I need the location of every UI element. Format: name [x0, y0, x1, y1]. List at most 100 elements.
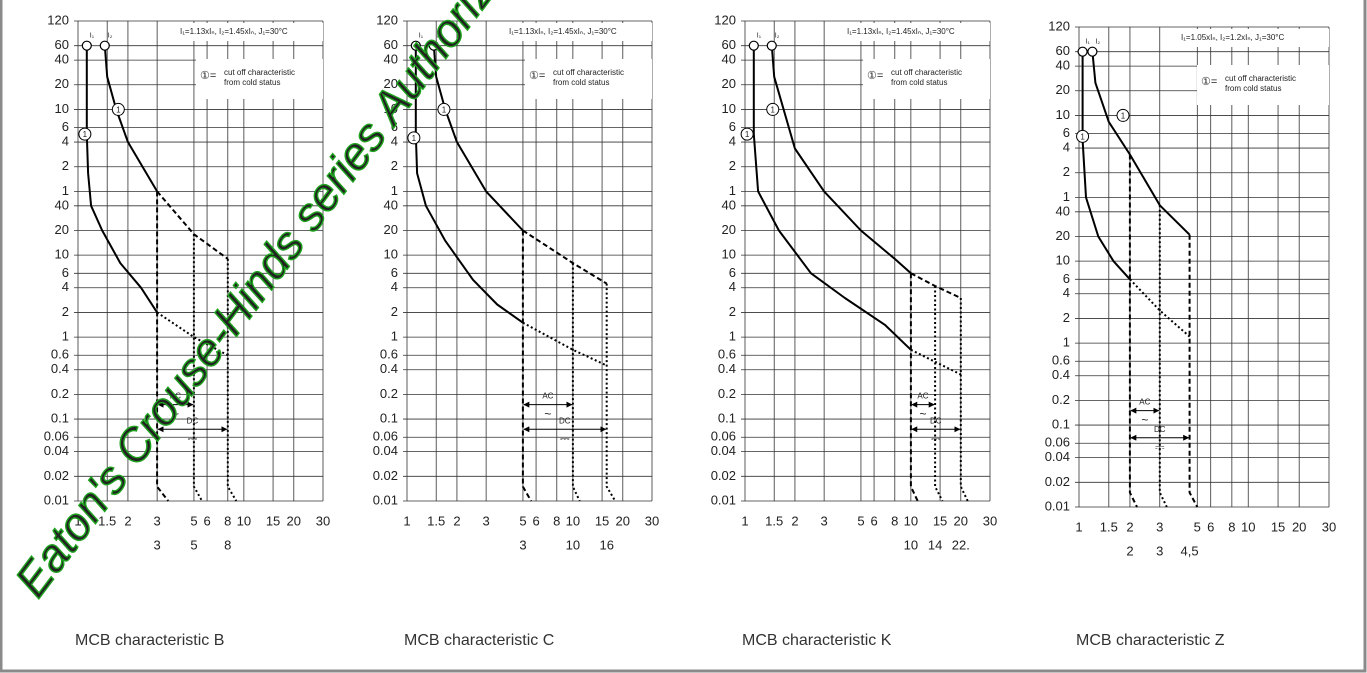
x-tick-label: 30 — [983, 513, 997, 528]
curve — [1158, 205, 1168, 508]
y-tick-label: 20 — [384, 222, 398, 237]
x-tick-label: 5 — [519, 513, 526, 528]
ac-label: AC — [917, 392, 928, 401]
x-tick-label: 20 — [954, 513, 968, 528]
limit-label: 22. — [952, 537, 970, 552]
y-tick-label: 40 — [384, 197, 398, 212]
x-tick-label: 2 — [791, 513, 798, 528]
cold-marker — [740, 127, 754, 141]
curve — [1128, 154, 1138, 508]
cold-marker-label: 1 — [412, 134, 417, 143]
y-tick-label: 4 — [62, 279, 69, 294]
legend-box — [863, 59, 990, 99]
y-tick-label: 120 — [47, 12, 69, 27]
limit-label: 10 — [904, 537, 918, 552]
y-tick-label: 10 — [722, 247, 736, 262]
y-tick-label: 0.1 — [1052, 416, 1070, 431]
limit-label: 10 — [566, 537, 580, 552]
y-tick-label: 0.1 — [718, 410, 736, 425]
x-tick-label: 5 — [190, 513, 197, 528]
legend-box — [1197, 65, 1329, 105]
x-tick-label: 15 — [933, 513, 947, 528]
y-tick-label: 6 — [1063, 125, 1070, 140]
y-tick-label: 0.04 — [1045, 449, 1070, 464]
y-tick-label: 0.4 — [380, 361, 398, 376]
limit-label: 4,5 — [1181, 543, 1199, 558]
cold-marker-label: 1 — [83, 130, 88, 139]
start-circle — [410, 40, 421, 51]
start-circle — [748, 40, 759, 51]
y-tick-label: 0.04 — [44, 443, 69, 458]
y-tick-label: 0.06 — [711, 429, 736, 444]
cold-marker — [407, 131, 421, 145]
curve — [752, 45, 912, 351]
cold-marker-label: 1 — [116, 106, 121, 115]
y-tick-label: 4 — [729, 279, 736, 294]
y-tick-label: 60 — [384, 37, 398, 52]
y-tick-label: 2 — [391, 304, 398, 319]
y-tick-label: 40 — [384, 52, 398, 67]
dc-symbol: ⎓ — [931, 431, 941, 445]
curve — [910, 348, 962, 376]
x-tick-label: 8 — [891, 513, 898, 528]
y-tick-label: 0.2 — [51, 386, 69, 401]
x-tick-label: 5 — [1194, 519, 1201, 534]
curve — [959, 298, 969, 502]
chart: 12060402010642140201064210.60.40.20.10.0… — [373, 12, 660, 649]
curve-label: I₁ — [90, 33, 95, 40]
x-tick-label: 6 — [532, 513, 539, 528]
x-tick-label: 6 — [870, 513, 877, 528]
legend-text: cut off characteristic — [1225, 74, 1296, 83]
y-tick-label: 20 — [55, 76, 69, 91]
x-tick-label: 10 — [566, 513, 580, 528]
curve — [522, 321, 608, 367]
legend-text: from cold status — [891, 78, 947, 87]
header: I₁=1.05xIₙ, I₂=1.2xIₙ, J₁=30°C — [1181, 33, 1284, 42]
legend-marker: ①= — [529, 70, 545, 82]
header-box — [505, 23, 652, 41]
y-tick-label: 4 — [391, 279, 398, 294]
y-tick-label: 4 — [729, 133, 736, 148]
y-tick-label: 0.4 — [718, 361, 736, 376]
dc-label: DC — [187, 416, 199, 425]
y-tick-label: 6 — [1063, 271, 1070, 286]
y-tick-label: 1 — [1063, 189, 1070, 204]
ac-label: AC — [542, 392, 553, 401]
cold-marker — [766, 102, 780, 116]
curve — [192, 234, 203, 502]
x-tick-label: 30 — [645, 513, 659, 528]
limit-label: 3 — [154, 537, 161, 552]
y-tick-label: 0.01 — [373, 492, 398, 507]
y-tick-label: 4 — [62, 133, 69, 148]
y-tick-label: 0.6 — [1052, 353, 1070, 368]
dc-symbol: ⎓ — [1155, 440, 1165, 454]
x-tick-label: 1.5 — [1100, 519, 1118, 534]
limit-label: 5 — [190, 537, 197, 552]
y-tick-label: 40 — [55, 52, 69, 67]
chart: 12060402010642140201064210.60.40.20.10.0… — [44, 12, 331, 649]
y-tick-label: 60 — [722, 37, 736, 52]
y-tick-label: 120 — [376, 12, 398, 27]
y-tick-label: 0.6 — [380, 347, 398, 362]
start-circle — [766, 40, 777, 51]
x-tick-label: 10 — [1241, 519, 1255, 534]
x-tick-label: 1.5 — [98, 513, 116, 528]
y-tick-label: 0.02 — [711, 468, 736, 483]
chart: 12060402010642140201064210.60.40.20.10.0… — [1045, 18, 1337, 649]
x-tick-label: 20 — [287, 513, 301, 528]
legend-text: cut off characteristic — [553, 68, 624, 77]
y-tick-label: 2 — [1063, 310, 1070, 325]
start-circle — [81, 40, 92, 51]
curve — [226, 258, 238, 502]
y-tick-label: 0.2 — [380, 386, 398, 401]
curve — [156, 311, 229, 357]
y-tick-label: 6 — [729, 265, 736, 280]
x-tick-label: 3 — [1156, 519, 1163, 534]
y-tick-label: 0.6 — [51, 347, 69, 362]
y-tick-label: 40 — [722, 52, 736, 67]
dc-label: DC — [559, 416, 571, 425]
y-tick-label: 20 — [1056, 82, 1070, 97]
y-tick-label: 0.1 — [380, 410, 398, 425]
x-tick-label: 1 — [403, 513, 410, 528]
